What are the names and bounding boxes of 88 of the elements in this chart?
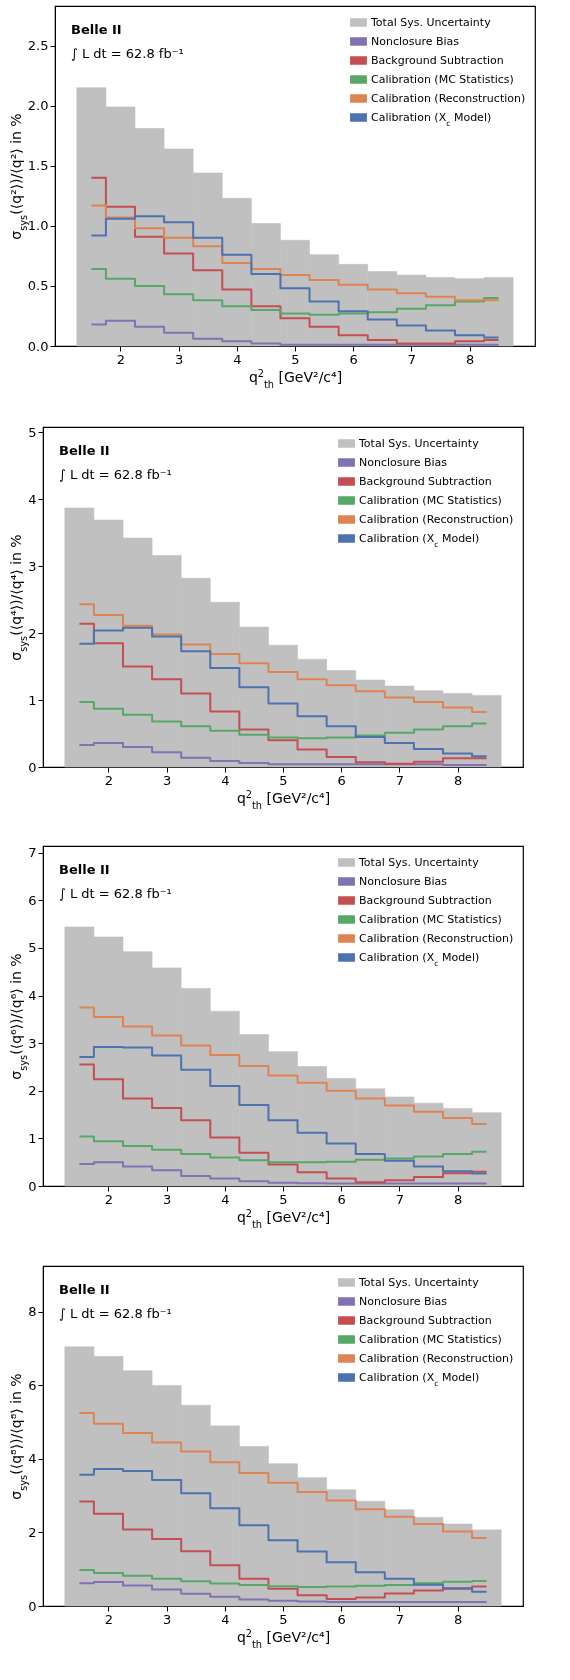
annotation: Belle II	[71, 22, 122, 37]
x-tick-label: 7	[395, 1611, 404, 1627]
x-tick-label: 2	[104, 1191, 114, 1207]
y-tick-label: 6	[28, 1377, 37, 1393]
x-tick-label: 3	[175, 351, 184, 367]
legend-label: Calibration (MC Statistics)	[359, 912, 502, 926]
y-tick-label: 2	[28, 1083, 37, 1099]
x-tick-label: 5	[291, 351, 300, 367]
y-tick-label: 2.0	[27, 98, 49, 114]
legend-label: Nonclosure Bias	[359, 455, 448, 469]
x-tick-label: 6	[337, 1191, 346, 1207]
legend-label: Calibration (X$_{c}$ Model)	[359, 531, 480, 548]
legend-label: Background Subtraction	[359, 1313, 492, 1327]
legend-label: Nonclosure Bias	[359, 1294, 448, 1308]
x-tick-label: 8	[465, 351, 475, 367]
y-tick-label: 2	[28, 1524, 37, 1540]
legend-label: Background Subtraction	[359, 474, 492, 488]
x-axis-title: q$^{2}$$_{th}$ [GeV²/c⁴]	[236, 788, 331, 810]
x-tick-label: 4	[221, 1191, 230, 1207]
x-axis-title: q$^{2}$$_{th}$ [GeV²/c⁴]	[248, 367, 343, 389]
annotation: ∫ L dt = 62.8 fb⁻¹	[71, 46, 184, 61]
x-tick-label: 7	[395, 772, 404, 788]
legend-label: Total Sys. Uncertainty	[358, 436, 480, 450]
x-tick-label: 3	[163, 1191, 172, 1207]
x-tick-label: 3	[163, 772, 172, 788]
y-tick-label: 0	[28, 759, 37, 775]
legend-label: Nonclosure Bias	[359, 874, 448, 888]
y-tick-label: 7	[28, 845, 37, 861]
x-tick-label: 5	[279, 1611, 288, 1627]
x-tick-label: 5	[279, 772, 288, 788]
x-axis-title: q$^{2}$$_{th}$ [GeV²/c⁴]	[236, 1627, 331, 1649]
y-tick-label: 4	[28, 1451, 37, 1467]
x-tick-label: 6	[349, 351, 358, 367]
legend-label: Calibration (X$_{c}$ Model)	[371, 110, 492, 127]
x-tick-label: 6	[337, 1611, 346, 1627]
x-tick-label: 4	[221, 1611, 230, 1627]
y-tick-label: 4	[28, 988, 37, 1004]
y-tick-label: 0.5	[27, 278, 49, 294]
annotation: ∫ L dt = 62.8 fb⁻¹	[59, 1306, 172, 1321]
legend-label: Background Subtraction	[359, 893, 492, 907]
y-tick-label: 0	[28, 1178, 37, 1194]
x-tick-label: 2	[104, 1611, 114, 1627]
annotation: ∫ L dt = 62.8 fb⁻¹	[59, 467, 172, 482]
legend-label: Calibration (X$_{c}$ Model)	[359, 950, 480, 967]
x-tick-label: 6	[337, 772, 346, 788]
y-tick-label: 5	[28, 424, 37, 440]
y-tick-label: 0.0	[27, 338, 49, 354]
legend-label: Total Sys. Uncertainty	[370, 15, 492, 29]
x-tick-label: 8	[453, 1611, 463, 1627]
x-tick-label: 8	[453, 1191, 463, 1207]
legend-label: Nonclosure Bias	[371, 34, 460, 48]
legend-label: Calibration (Reconstruction)	[359, 512, 514, 526]
x-tick-label: 4	[221, 772, 230, 788]
annotation: ∫ L dt = 62.8 fb⁻¹	[59, 886, 172, 901]
y-tick-label: 3	[28, 1035, 37, 1051]
y-tick-label: 1.5	[27, 158, 49, 174]
y-tick-label: 6	[28, 892, 37, 908]
y-tick-label: 8	[28, 1304, 37, 1320]
legend-label: Background Subtraction	[371, 53, 504, 67]
legend-label: Calibration (Reconstruction)	[359, 1351, 514, 1365]
y-tick-label: 0	[28, 1598, 37, 1614]
legend-label: Calibration (X$_{c}$ Model)	[359, 1370, 480, 1387]
legend-label: Total Sys. Uncertainty	[358, 1275, 480, 1289]
y-tick-label: 5	[28, 940, 37, 956]
x-tick-label: 7	[407, 351, 416, 367]
annotation: Belle II	[59, 1282, 110, 1297]
x-tick-label: 7	[395, 1191, 404, 1207]
x-tick-label: 8	[453, 772, 463, 788]
x-tick-label: 2	[116, 351, 126, 367]
x-axis-title: q$^{2}$$_{th}$ [GeV²/c⁴]	[236, 1207, 331, 1229]
y-tick-label: 1	[28, 692, 37, 708]
x-tick-label: 5	[279, 1191, 288, 1207]
legend-label: Total Sys. Uncertainty	[358, 855, 480, 869]
x-tick-label: 2	[104, 772, 114, 788]
y-tick-label: 3	[28, 558, 37, 574]
x-tick-label: 3	[163, 1611, 172, 1627]
legend-label: Calibration (Reconstruction)	[359, 931, 514, 945]
y-tick-label: 4	[28, 491, 37, 507]
y-tick-label: 2	[28, 625, 37, 641]
y-tick-label: 2.5	[27, 38, 49, 54]
legend-label: Calibration (MC Statistics)	[359, 1332, 502, 1346]
legend-label: Calibration (MC Statistics)	[371, 72, 514, 86]
annotation: Belle II	[59, 443, 110, 458]
annotation: Belle II	[59, 862, 110, 877]
legend-label: Calibration (Reconstruction)	[371, 91, 526, 105]
legend-label: Calibration (MC Statistics)	[359, 493, 502, 507]
x-tick-label: 4	[233, 351, 242, 367]
y-tick-label: 1	[28, 1130, 37, 1146]
